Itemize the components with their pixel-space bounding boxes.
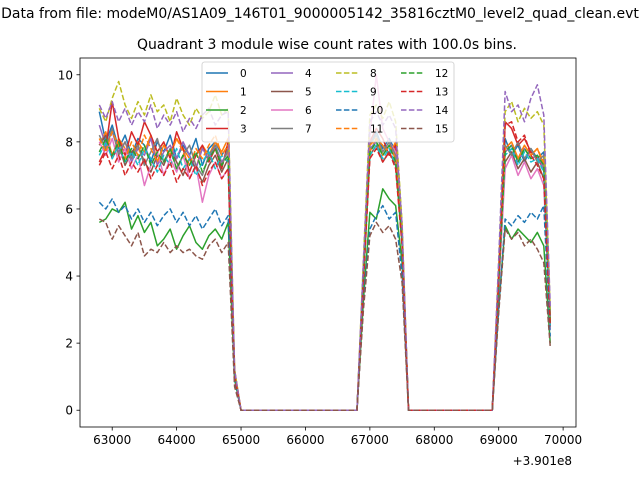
x-tick-label: 69000	[480, 433, 518, 447]
series-line-5	[98, 134, 551, 411]
legend-label-9: 9	[370, 87, 377, 99]
legend-label-6: 6	[305, 105, 312, 117]
legend-label-14: 14	[435, 105, 449, 117]
legend-label-3: 3	[240, 124, 247, 136]
y-tick-label: 10	[58, 68, 73, 82]
figure-suptitle: Data from file: modeM0/AS1A09_146T01_900…	[1, 6, 639, 22]
legend-box	[201, 61, 455, 143]
x-tick-label: 63000	[93, 433, 131, 447]
series-line-11	[98, 131, 551, 411]
legend-label-2: 2	[240, 105, 247, 117]
series-layer	[98, 74, 551, 411]
axes-layer: 63000 64000 65000 66000 67000 68000 69000 70000…	[58, 57, 582, 468]
x-tick-label: 65000	[222, 433, 260, 447]
legend-label-13: 13	[435, 87, 448, 99]
series-line-10	[98, 198, 551, 411]
series-line-7	[98, 127, 551, 411]
legend-label-8: 8	[370, 68, 377, 80]
legend-label-15: 15	[435, 124, 448, 136]
legend-label-11: 11	[370, 124, 383, 136]
legend-label-7: 7	[305, 124, 312, 136]
series-line-15	[98, 218, 551, 411]
chart-title: Quadrant 3 module wise count rates with …	[137, 37, 517, 53]
legend-label-1: 1	[240, 87, 247, 99]
x-tick-label: 70000	[544, 433, 582, 447]
y-tick-label: 2	[65, 337, 73, 351]
x-tick-label: 66000	[286, 433, 324, 447]
legend-label-0: 0	[240, 68, 247, 80]
y-tick-label: 6	[65, 202, 73, 216]
y-tick-label: 8	[65, 135, 73, 149]
legend-label-12: 12	[435, 68, 448, 80]
x-tick-label: 67000	[351, 433, 389, 447]
x-offset-label: +3.901e8	[513, 454, 572, 468]
x-tick-label: 64000	[158, 433, 196, 447]
plot-frame	[79, 57, 577, 428]
series-line-1	[98, 131, 551, 411]
series-line-14	[98, 84, 551, 411]
legend-label-4: 4	[305, 68, 312, 80]
x-tick-label: 68000	[415, 433, 453, 447]
y-tick-label: 4	[65, 270, 73, 284]
series-line-9	[98, 141, 551, 411]
y-tick-label: 0	[65, 404, 73, 418]
series-line-2	[98, 188, 551, 411]
legend-label-10: 10	[370, 105, 383, 117]
series-line-12	[98, 137, 551, 411]
legend-label-5: 5	[305, 87, 312, 99]
